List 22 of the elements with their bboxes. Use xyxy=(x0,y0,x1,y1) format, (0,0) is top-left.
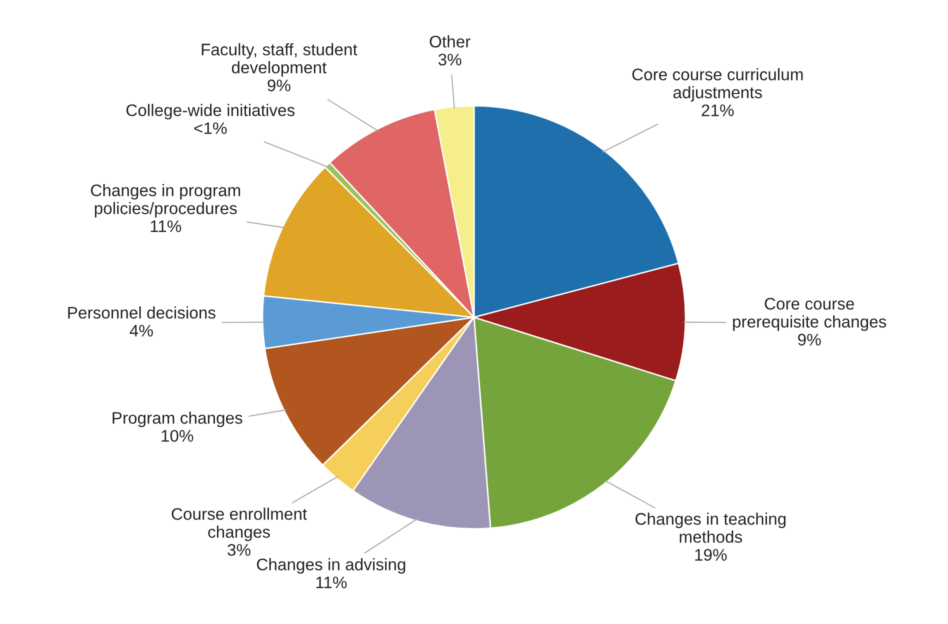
data-label: 3% xyxy=(228,544,250,556)
slice-label: Changes in advising xyxy=(256,558,406,574)
slice-label: College-wide initiatives xyxy=(126,104,295,120)
slice-label: Program changes xyxy=(112,412,242,428)
slice-label: Personnel decisions xyxy=(68,306,216,319)
slice-label: Course enrollment changes xyxy=(172,508,307,542)
slice-label: Other xyxy=(430,35,470,48)
data-label: 19% xyxy=(695,548,727,561)
data-label: 4% xyxy=(130,324,153,337)
slice-label: Changes in program policies/procedures xyxy=(90,184,240,218)
slice-label: Faculty, staff, student development xyxy=(202,43,358,77)
data-label: <1% xyxy=(194,122,227,134)
data-label: 9% xyxy=(798,334,821,346)
slice-label: Changes in teaching methods xyxy=(636,512,786,543)
slice-label: Core course curriculum adjustments xyxy=(632,68,803,102)
data-label: 11% xyxy=(316,576,347,588)
data-label: 11% xyxy=(150,220,182,232)
data-label: 21% xyxy=(702,104,734,116)
slice-label: Core course prerequisite changes xyxy=(733,298,886,331)
data-label: 3% xyxy=(438,54,462,66)
data-label: 9% xyxy=(268,80,290,92)
data-label: 10% xyxy=(162,430,194,442)
